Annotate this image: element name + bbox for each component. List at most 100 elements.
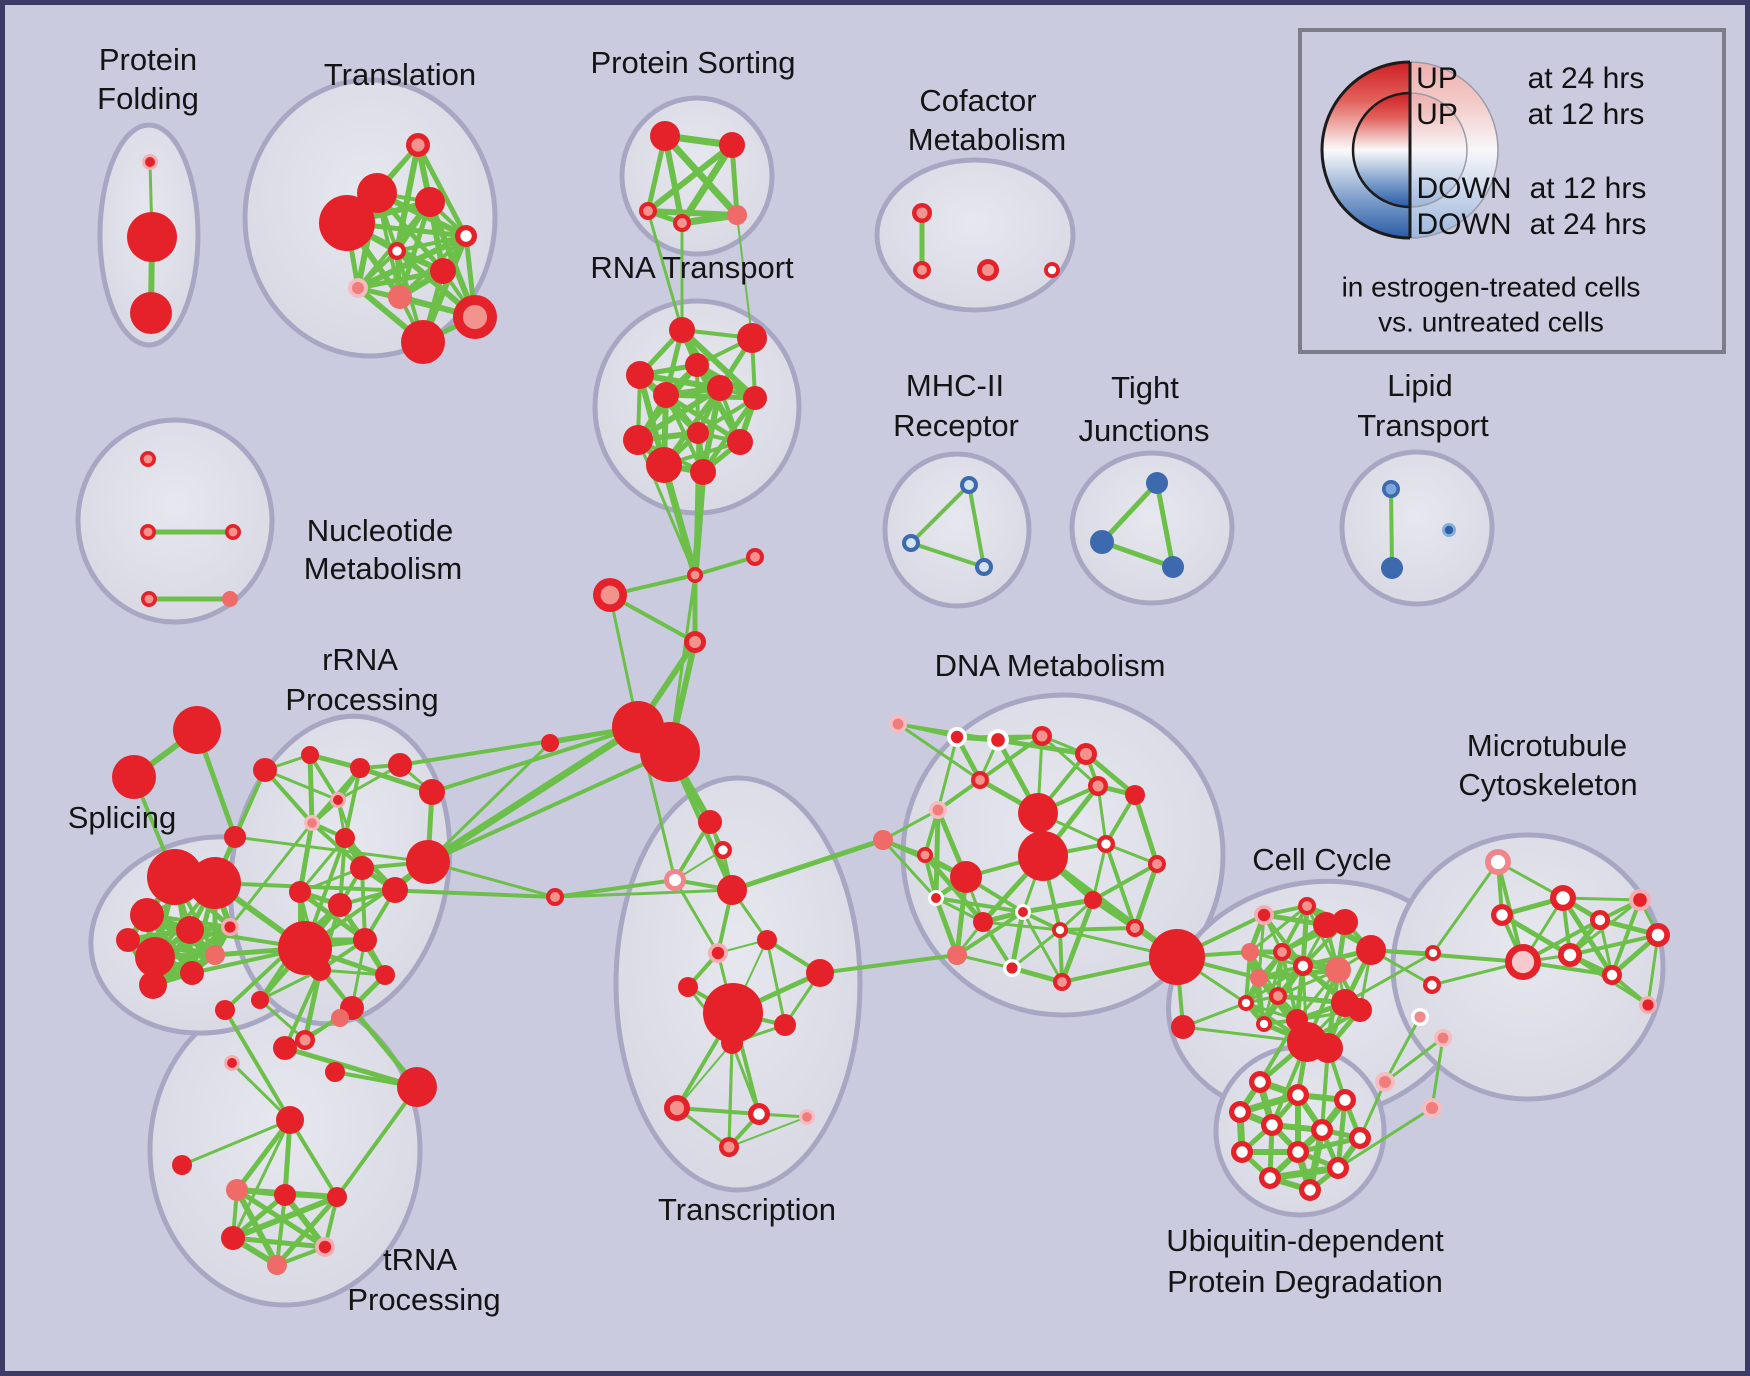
network-node-center — [1414, 1011, 1426, 1023]
network-node-center — [1304, 1184, 1316, 1196]
network-edge — [430, 725, 640, 794]
network-node — [717, 875, 747, 905]
network-node-center — [668, 873, 682, 887]
network-edge — [896, 722, 982, 782]
network-node-center — [1257, 908, 1271, 922]
network-node-center — [1292, 1089, 1304, 1101]
legend-row-label: UP — [1416, 98, 1458, 131]
network-node — [350, 758, 370, 778]
network-edge — [1266, 1164, 1342, 1182]
network-node — [180, 961, 204, 985]
network-node — [325, 1062, 345, 1082]
network-node — [806, 959, 834, 987]
network-edge — [1104, 842, 1159, 866]
network-node-center — [991, 733, 1005, 747]
network-node — [973, 912, 993, 932]
network-edge — [729, 837, 886, 893]
network-node — [650, 121, 680, 151]
cluster-label: Metabolism — [304, 551, 463, 586]
network-node — [401, 320, 445, 364]
network-node-center — [1339, 1094, 1351, 1106]
network-node-center — [802, 1112, 812, 1122]
network-node — [221, 1226, 245, 1250]
network-node — [276, 1106, 304, 1134]
legend-row-time: at 24 hrs — [1530, 208, 1647, 241]
legend-row-label: UP — [1416, 62, 1458, 95]
network-node — [112, 755, 156, 799]
network-node-center — [1079, 747, 1093, 761]
network-edge — [1383, 1015, 1422, 1084]
network-node — [226, 1179, 248, 1201]
network-node-center — [1018, 907, 1028, 917]
network-node-center — [932, 804, 944, 816]
network-edge — [645, 142, 735, 214]
network-node-center — [1101, 839, 1111, 849]
network-node — [687, 422, 709, 444]
network-node — [1348, 998, 1372, 1022]
network-edge — [234, 1117, 293, 1193]
network-node — [382, 877, 408, 903]
network-node — [640, 722, 700, 782]
network-node-center — [1316, 1124, 1328, 1136]
network-node — [1356, 935, 1386, 965]
network-node-center — [718, 845, 728, 855]
network-node-center — [600, 585, 620, 605]
cluster-label: DNA Metabolism — [935, 648, 1166, 683]
network-node-center — [1594, 914, 1606, 926]
network-node — [1125, 785, 1145, 805]
network-node — [1313, 1033, 1343, 1063]
network-edge — [693, 555, 757, 577]
network-node-center — [1266, 1119, 1278, 1131]
network-edge — [288, 1118, 339, 1199]
legend-outer-arc — [1320, 60, 1411, 240]
network-edge — [1568, 933, 1660, 957]
network-node — [116, 928, 140, 952]
network-node-center — [1273, 991, 1283, 1001]
network-node-center — [1047, 265, 1057, 275]
network-edge — [934, 896, 1025, 914]
network-node — [1149, 929, 1205, 985]
network-edge — [282, 1045, 420, 1090]
network-edge — [231, 1118, 292, 1240]
network-node-center — [1236, 1146, 1248, 1158]
network-edge — [967, 483, 986, 569]
network-node-center — [1130, 923, 1140, 933]
network-node — [419, 779, 445, 805]
network-edge — [355, 268, 446, 291]
legend-ring-half — [1410, 93, 1467, 207]
network-edge — [818, 953, 959, 975]
network-edge — [646, 209, 684, 332]
network-node — [703, 983, 763, 1043]
network-node — [646, 447, 682, 483]
network-edge — [1010, 928, 1062, 970]
network-node-center — [462, 304, 488, 330]
network-node — [273, 1036, 297, 1060]
network-edge — [955, 910, 1025, 957]
network-node-center — [1642, 999, 1654, 1011]
network-node-center — [352, 282, 364, 294]
cluster-label: Tight — [1111, 370, 1179, 405]
network-node-center — [979, 562, 989, 572]
network-node — [774, 1014, 796, 1036]
network-node — [727, 205, 747, 225]
network-node — [224, 826, 246, 848]
network-edge — [1040, 734, 1100, 788]
cluster-label: Cell Cycle — [1252, 842, 1392, 877]
network-edge — [1430, 1036, 1445, 1110]
network-node — [1332, 909, 1358, 935]
network-node-center — [1057, 977, 1067, 987]
network-node-center — [460, 230, 472, 242]
network-node — [189, 857, 241, 909]
network-edge — [223, 1008, 292, 1122]
network-node-center — [1651, 928, 1665, 942]
cluster-label: Metabolism — [908, 122, 1067, 157]
legend-caption: in estrogen-treated cells — [1342, 271, 1641, 302]
network-node — [757, 930, 777, 950]
network-node — [375, 965, 395, 985]
cluster-ellipse-cofactor-metabolism — [874, 157, 1076, 313]
network-node-center — [1234, 1106, 1246, 1118]
cluster-label: Splicing — [68, 800, 177, 835]
network-edge — [297, 820, 315, 895]
network-edge — [553, 888, 734, 899]
